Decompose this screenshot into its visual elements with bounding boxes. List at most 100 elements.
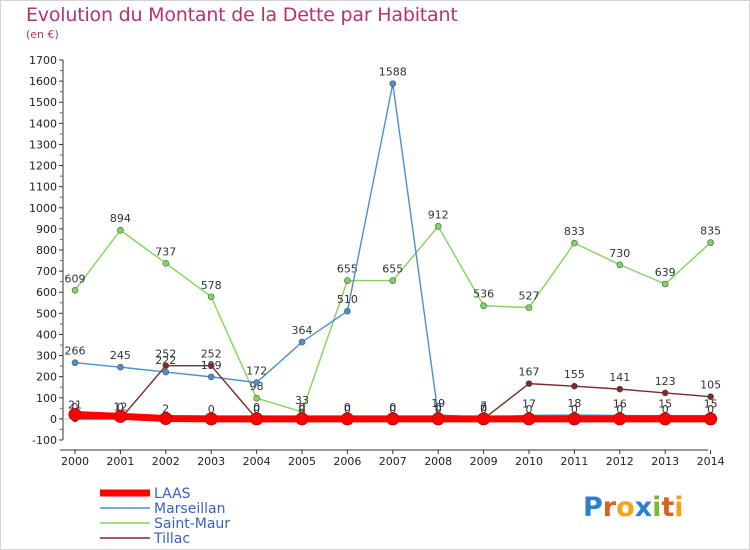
x-tick-label: 2011 [560, 455, 588, 468]
data-label: 252 [155, 348, 176, 361]
series-laas: 21 12 2 0 0 0 0 0 0 0 0 0 0 0 0 [68, 398, 718, 426]
data-label: 912 [428, 208, 449, 221]
data-point [117, 226, 124, 234]
data-point [298, 338, 306, 346]
data-label: 833 [564, 225, 585, 238]
data-point [480, 302, 487, 310]
data-point [522, 412, 536, 426]
data-label: 0 [616, 403, 623, 416]
data-label: 0 [662, 403, 669, 416]
data-label: 155 [564, 368, 585, 381]
chart-subtitle: (en €) [26, 28, 59, 41]
x-tick-label: 2006 [333, 455, 361, 468]
logo-letter: t [661, 492, 674, 523]
data-label: 0 [389, 401, 396, 414]
data-label: 527 [519, 290, 540, 303]
x-tick-label: 2001 [106, 455, 134, 468]
data-label: 0 [299, 403, 306, 416]
y-tick-label: 1100 [29, 181, 57, 194]
y-tick-label: 500 [36, 307, 57, 320]
data-label: 0 [344, 401, 351, 414]
x-tick-label: 2014 [697, 455, 725, 468]
data-label: 536 [473, 288, 494, 301]
data-point [344, 277, 351, 284]
data-label: 0 [707, 403, 714, 416]
logo-letter: P [583, 492, 603, 523]
y-tick-label: 1400 [29, 117, 57, 130]
y-tick-label: 1300 [29, 138, 57, 151]
data-point [117, 363, 124, 371]
data-label: 0 [435, 401, 442, 414]
legend-label: Tillac [153, 531, 190, 547]
data-label: 15 [704, 398, 718, 411]
data-label: 172 [246, 365, 267, 378]
data-label: 222 [155, 354, 176, 367]
data-point [207, 293, 215, 301]
data-point [340, 412, 354, 426]
data-point [207, 373, 215, 381]
data-point [159, 411, 173, 425]
data-label: 0 [480, 401, 487, 414]
data-point [253, 379, 260, 386]
logo-letter: r [603, 492, 617, 523]
data-point [525, 380, 533, 387]
data-label: 364 [292, 324, 313, 337]
data-point [571, 239, 578, 247]
y-tick-label: 700 [36, 265, 57, 278]
data-point [707, 393, 714, 401]
data-label: 2 [162, 402, 169, 415]
data-label: 655 [382, 263, 403, 276]
y-tick-label: 1000 [29, 202, 57, 215]
data-point [707, 239, 714, 246]
legend-label: Saint-Maur [154, 516, 230, 532]
y-tick-label: 1200 [29, 160, 57, 173]
data-point [68, 407, 82, 421]
data-label: 0 [253, 403, 260, 416]
data-point [162, 259, 170, 267]
x-tick-label: 2004 [243, 455, 271, 468]
data-label: 21 [68, 398, 82, 411]
data-label: 510 [337, 293, 358, 306]
data-label: 12 [113, 400, 127, 413]
data-label: 18 [567, 397, 581, 410]
series-marseillan: 26624522219917236451015881971718161515 [65, 66, 718, 421]
chart-title: Evolution du Montant de la Dette par Hab… [26, 4, 458, 26]
data-point [525, 304, 533, 311]
x-tick-label: 2009 [470, 455, 498, 468]
data-point [661, 389, 669, 397]
data-label: 0 [480, 403, 487, 416]
data-label: 19 [431, 397, 445, 410]
data-point [616, 261, 624, 269]
data-point [389, 277, 397, 284]
data-point [658, 412, 672, 426]
y-tick-label: -100 [32, 434, 57, 447]
x-tick-label: 2010 [515, 455, 543, 468]
logo-letter: o [616, 492, 635, 523]
data-label: 894 [110, 212, 131, 225]
data-point [613, 412, 627, 426]
data-label: 1588 [379, 66, 407, 79]
proxiti-logo: Proxiti [583, 492, 684, 523]
data-label: 252 [201, 348, 222, 361]
data-label: 730 [609, 247, 630, 260]
y-tick-label: 900 [36, 223, 57, 236]
y-tick-label: 1600 [29, 75, 57, 88]
data-point [113, 409, 127, 423]
data-label: 0 [435, 403, 442, 416]
data-label: 123 [655, 375, 676, 388]
data-point [162, 368, 170, 376]
data-label: 0 [117, 401, 124, 414]
x-tick-label: 2013 [651, 455, 679, 468]
data-point [431, 412, 445, 426]
data-point [162, 362, 170, 369]
x-tick-label: 2002 [152, 455, 180, 468]
data-point [567, 412, 581, 426]
data-label: 266 [65, 345, 86, 358]
data-point [389, 80, 397, 87]
series-saint-maur: 609 894 737 578 98 33 655 655 912 536 527 833 730 639… [65, 208, 721, 416]
data-point [204, 412, 218, 426]
logo-letter: x [635, 492, 652, 523]
data-label: 578 [201, 279, 222, 292]
data-label: 0 [526, 403, 533, 416]
data-point [250, 412, 264, 426]
